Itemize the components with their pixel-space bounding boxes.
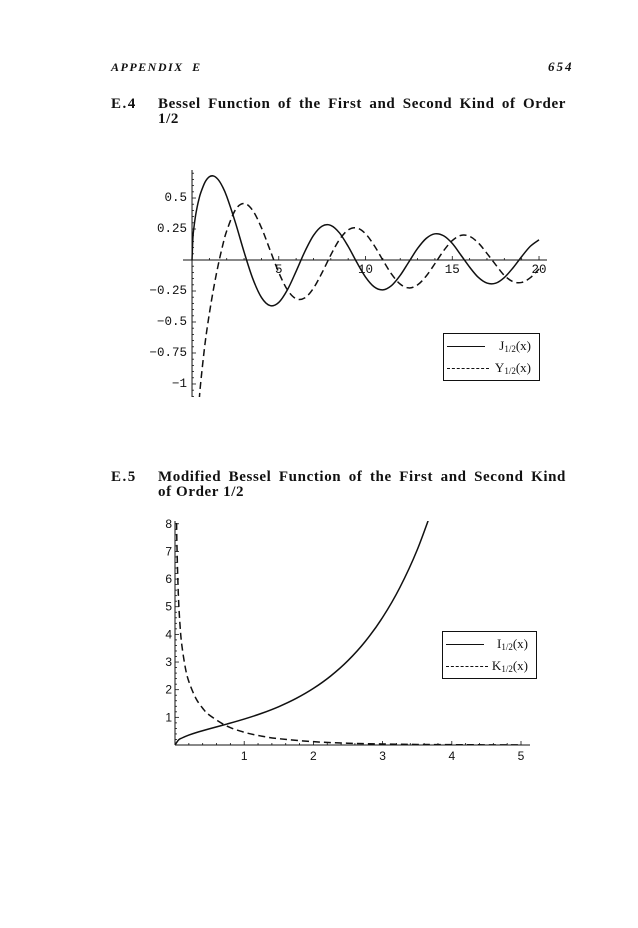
section-number: E.4 [111,96,137,112]
x-tick-label: 4 [448,749,455,763]
section-title-line: 1/2 [158,111,179,127]
legend-entry-k: K1/2(x) [443,657,536,675]
legend-entry-i: I1/2(x) [443,635,536,653]
y-tick-label: −0.5 [157,315,187,329]
y-tick-label: 8 [165,517,172,531]
x-tick-label: 1 [241,749,248,763]
section-title: Modified Bessel Function of the First an… [158,470,566,500]
y-tick-label: 0.5 [165,191,188,205]
running-header-title: APPENDIX E [111,60,202,74]
page-number: 654 [548,59,574,74]
y-tick-label: −0.75 [150,346,188,360]
y-tick-label: −0.25 [150,284,188,298]
curve-j-half [191,175,540,307]
x-tick-label: 20 [532,263,547,277]
section-title-line: Bessel Function of the First and Second … [158,96,566,112]
curve-i-half [175,521,429,745]
chart-legend: I1/2(x) K1/2(x) [442,631,537,679]
legend-label: Y1/2(x) [494,360,531,376]
y-tick-label: 7 [165,544,172,558]
section-title-line: Modified Bessel Function of the First an… [158,469,566,485]
y-tick-label: 0.25 [157,222,187,236]
legend-label: I1/2(x) [496,636,528,652]
y-tick-label: 5 [165,600,172,614]
legend-label: J1/2(x) [499,338,531,354]
section-number: E.5 [111,469,137,485]
x-tick-label: 15 [445,263,460,277]
x-tick-label: 5 [518,749,525,763]
solid-line-swatch [446,643,484,645]
y-tick-label: 2 [165,683,172,697]
section-title-line: of Order 1/2 [158,484,245,500]
y-tick-label: 3 [165,655,172,669]
section-title: Bessel Function of the First and Second … [158,97,566,127]
dashed-line-swatch [447,367,489,369]
y-tick-label: 1 [165,710,172,724]
x-tick-label: 5 [275,263,283,277]
x-tick-label: 10 [358,263,373,277]
y-tick-label: 4 [165,627,172,641]
legend-label: K1/2(x) [491,658,528,674]
y-tick-label: −1 [172,377,187,391]
dashed-line-swatch [446,665,488,667]
solid-line-swatch [447,345,485,347]
x-tick-label: 3 [379,749,386,763]
curve-k-half [175,521,522,745]
y-tick-label: 6 [165,572,172,586]
x-tick-label: 2 [310,749,317,763]
legend-entry-j: J1/2(x) [444,337,539,355]
chart-legend: J1/2(x) Y1/2(x) [443,333,540,381]
legend-entry-y: Y1/2(x) [444,359,539,377]
